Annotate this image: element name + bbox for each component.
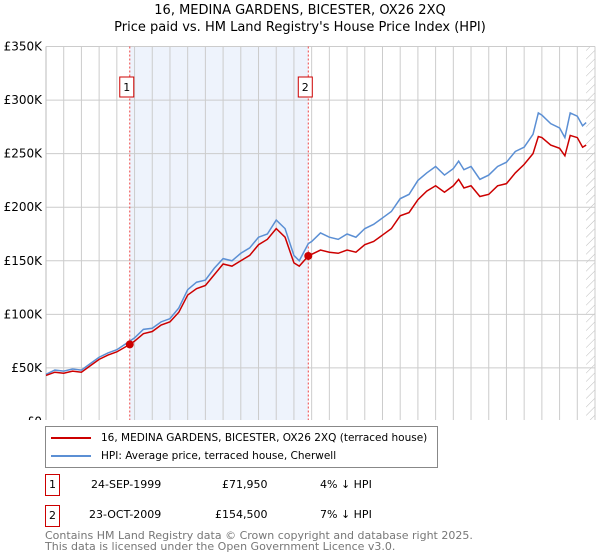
plot-area: 1995199619971998199920002001200220032004… bbox=[4, 40, 596, 421]
shaded-period bbox=[129, 46, 309, 420]
forecast-hatch bbox=[586, 46, 595, 420]
y-tick-label: £0 bbox=[27, 415, 42, 421]
y-tick-label: £100K bbox=[4, 307, 44, 321]
footer-line: Contains HM Land Registry data © Crown c… bbox=[45, 529, 473, 542]
y-tick-label: £250K bbox=[4, 147, 44, 161]
price-paid-line bbox=[45, 134, 587, 377]
legend-swatch-red bbox=[51, 437, 91, 439]
tx-hpi: 4% ↓ HPI bbox=[320, 478, 372, 491]
footer: Contains HM Land Registry data © Crown c… bbox=[45, 530, 473, 552]
footer-line: This data is licensed under the Open Gov… bbox=[45, 540, 396, 553]
legend-swatch-blue bbox=[51, 455, 91, 457]
marker-badge: 2 bbox=[45, 505, 60, 527]
sale-point bbox=[304, 251, 313, 260]
chart-subtitle: Price paid vs. HM Land Registry's House … bbox=[114, 20, 486, 35]
tx-hpi: 7% ↓ HPI bbox=[320, 508, 372, 521]
marker-badge: 1 bbox=[45, 474, 60, 496]
tx-price: £154,500 bbox=[215, 508, 268, 521]
tx-price: £71,950 bbox=[222, 478, 268, 491]
y-tick-label: £200K bbox=[4, 200, 44, 214]
marker-label: 2 bbox=[302, 81, 309, 94]
legend: 16, MEDINA GARDENS, BICESTER, OX26 2XQ (… bbox=[45, 426, 438, 468]
y-tick-label: £50K bbox=[11, 361, 43, 375]
y-tick-label: £350K bbox=[4, 40, 44, 54]
tx-date: 23-OCT-2009 bbox=[89, 508, 162, 521]
legend-label: HPI: Average price, terraced house, Cher… bbox=[101, 450, 337, 462]
tx-date: 24-SEP-1999 bbox=[91, 478, 162, 491]
marker-box bbox=[119, 76, 135, 98]
sale-point bbox=[125, 340, 134, 349]
y-tick-label: £150K bbox=[4, 254, 44, 268]
marker-box bbox=[297, 76, 313, 98]
chart-title: 16, MEDINA GARDENS, BICESTER, OX26 2XQ bbox=[154, 3, 446, 18]
marker-label: 1 bbox=[123, 81, 130, 94]
y-tick-label: £300K bbox=[4, 93, 44, 107]
hpi-line bbox=[45, 111, 587, 376]
legend-label: 16, MEDINA GARDENS, BICESTER, OX26 2XQ (… bbox=[101, 432, 428, 444]
